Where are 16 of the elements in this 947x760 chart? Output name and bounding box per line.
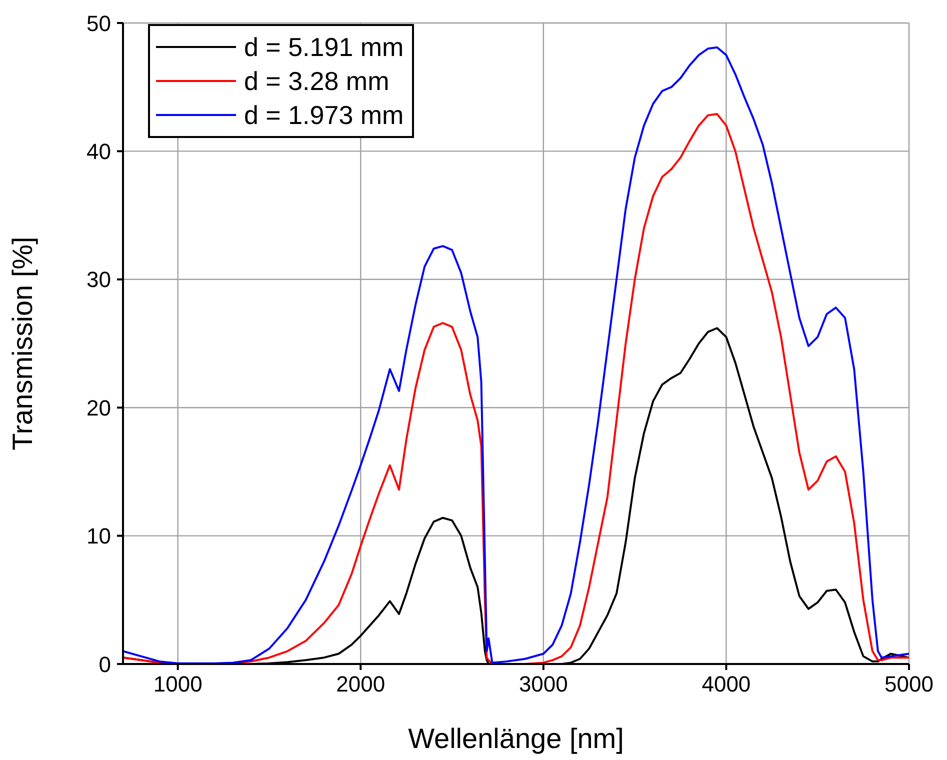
x-axis-title: Wellenlänge [nm]	[408, 723, 624, 754]
y-axis-title: Transmission [%]	[6, 236, 38, 450]
legend-label: d = 5.191 mm	[244, 32, 404, 62]
y-tick-label: 10	[86, 524, 111, 549]
y-tick-label: 20	[86, 395, 111, 420]
x-tick-label: 1000	[153, 672, 202, 697]
legend-label: d = 3.28 mm	[244, 66, 390, 96]
x-tick-label: 2000	[336, 672, 386, 697]
x-tick-label: 4000	[702, 672, 751, 697]
y-tick-label: 40	[86, 139, 111, 164]
x-tick-label: 5000	[884, 672, 934, 697]
y-tick-label: 0	[98, 652, 111, 677]
x-tick-label: 3000	[518, 672, 568, 697]
y-tick-label: 50	[86, 10, 111, 36]
y-tick-label: 30	[86, 267, 111, 292]
legend-label: d = 1.973 mm	[244, 100, 404, 130]
